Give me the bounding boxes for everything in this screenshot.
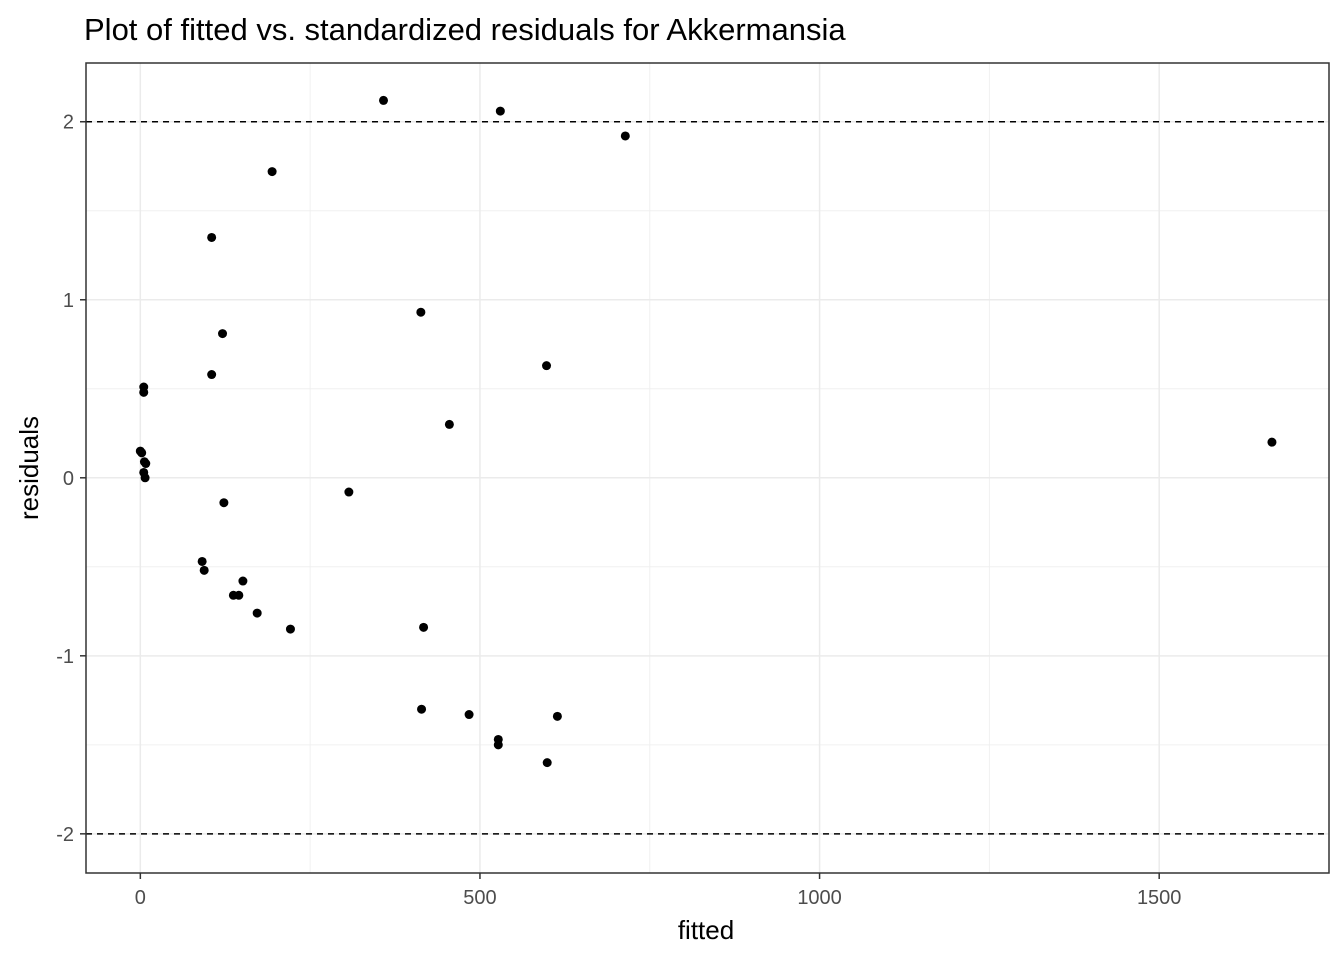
data-point — [552, 711, 562, 721]
data-point — [207, 370, 217, 380]
data-point — [140, 473, 150, 483]
data-point — [542, 758, 552, 768]
data-point — [207, 232, 217, 242]
x-axis-ticks: 0 500 1000 1500 — [135, 873, 1182, 909]
data-point — [199, 565, 209, 575]
data-point — [137, 448, 147, 458]
x-tick-label: 0 — [135, 887, 146, 909]
data-point — [1267, 437, 1277, 447]
data-point — [416, 307, 426, 317]
data-point — [218, 329, 228, 339]
y-tick-label: -1 — [56, 646, 74, 668]
y-axis-title: residuals — [14, 416, 44, 520]
data-point — [141, 459, 151, 469]
reference-lines — [86, 120, 1329, 835]
data-point — [417, 704, 427, 714]
chart-title: Plot of fitted vs. standardized residual… — [84, 12, 846, 47]
x-tick-label: 1000 — [797, 887, 842, 909]
data-point — [495, 106, 505, 116]
y-tick-label: 1 — [63, 290, 74, 312]
plot-panel — [86, 63, 1329, 873]
data-point — [238, 576, 248, 586]
y-tick-label: -2 — [56, 824, 74, 846]
y-axis-ticks: -2 -1 0 1 2 — [56, 112, 86, 846]
data-point — [344, 487, 354, 497]
data-point — [493, 740, 503, 750]
data-points — [135, 95, 1277, 768]
data-point — [234, 590, 244, 600]
data-point — [419, 622, 429, 632]
data-point — [444, 419, 454, 429]
data-point — [219, 498, 229, 508]
y-tick-label: 2 — [63, 112, 74, 134]
data-point — [379, 95, 389, 105]
data-point — [542, 361, 552, 371]
data-point — [267, 167, 277, 177]
x-tick-label: 500 — [463, 887, 496, 909]
data-point — [252, 608, 262, 618]
plot-panel-border — [85, 62, 1330, 874]
data-point — [285, 624, 295, 634]
data-point — [464, 710, 474, 720]
data-point — [197, 556, 207, 566]
data-point — [620, 131, 630, 141]
y-tick-label: 0 — [63, 468, 74, 490]
x-tick-label: 1500 — [1137, 887, 1182, 909]
x-axis-title: fitted — [678, 915, 734, 945]
gridlines — [86, 63, 1329, 873]
data-point — [139, 387, 149, 397]
